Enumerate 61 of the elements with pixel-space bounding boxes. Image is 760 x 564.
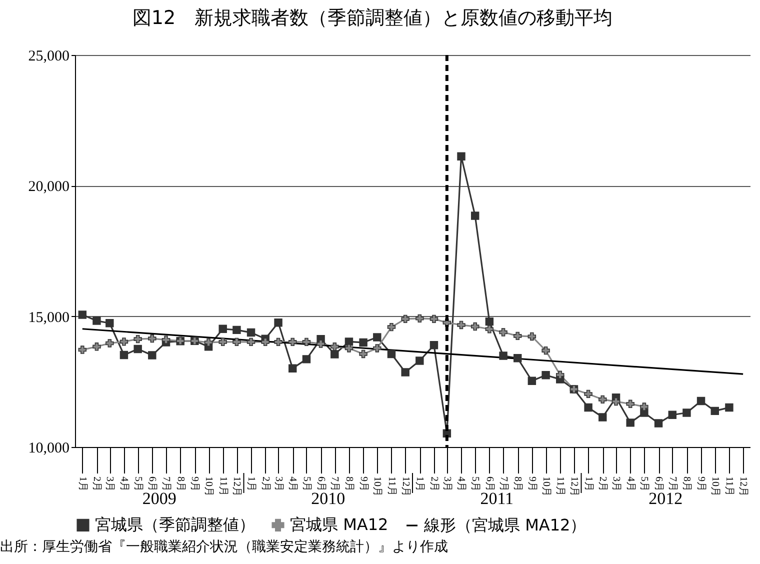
- x-tick-label: 8月: [343, 476, 354, 492]
- x-tick-label: 7月: [329, 476, 340, 492]
- text: 2009: [142, 489, 176, 508]
- x-tick-label: 9月: [358, 476, 369, 492]
- text: 2012: [648, 489, 683, 508]
- x-tick-label: 6月: [484, 476, 495, 492]
- x-tick-label: 9月: [189, 476, 200, 492]
- x-tick-label: 3月: [441, 476, 452, 492]
- x-tick-label: 2月: [91, 476, 102, 492]
- text: 出所：厚生労働省『一般職業紹介状況（職業安定業務統計）』より作成: [0, 539, 448, 555]
- x-tick-label: 1月: [76, 476, 88, 492]
- y-tick-label: 10,000: [28, 440, 70, 456]
- x-tick-label: 7月: [498, 476, 509, 492]
- legend-label: 宮城県 MA12: [290, 515, 388, 534]
- x-tick-label: 4月: [456, 476, 467, 492]
- x-tick-label: 4月: [624, 476, 636, 492]
- x-tick-label: 8月: [681, 476, 692, 492]
- x-tick-label: 11月: [217, 476, 228, 496]
- x-tick-label: 5月: [300, 476, 312, 492]
- chart-title: 図12 新規求職者数（季節調整値）と原数値の移動平均: [132, 7, 613, 29]
- x-tick-label: 6月: [315, 476, 326, 492]
- x-tick-label: 10月: [372, 476, 383, 496]
- x-tick-label: 11月: [386, 476, 397, 496]
- x-tick-label: 10月: [203, 476, 214, 496]
- x-tick-label: 5月: [638, 476, 650, 492]
- x-tick-label: 5月: [132, 476, 144, 492]
- legend-label: 線形（宮城県 MA12）: [423, 516, 586, 534]
- x-tick-label: 6月: [146, 476, 158, 492]
- x-tick-label: 7月: [666, 476, 678, 492]
- x-tick-label: 10月: [709, 476, 720, 496]
- x-tick-label: 7月: [160, 476, 172, 492]
- x-tick-label: 8月: [512, 476, 524, 492]
- x-tick-label: 1月: [246, 476, 257, 492]
- x-tick-label: 4月: [287, 476, 298, 492]
- x-tick-label: 2月: [260, 476, 271, 492]
- x-tick-label: 5月: [470, 476, 481, 492]
- x-tick-label: 9月: [526, 476, 538, 492]
- x-tick-label: 1月: [414, 476, 426, 492]
- y-tick-label: 15,000: [28, 310, 70, 326]
- x-tick-label: 10月: [540, 476, 552, 496]
- x-tick-label: 2月: [428, 476, 440, 492]
- x-tick-label: 4月: [118, 476, 130, 492]
- y-tick-label: 25,000: [28, 48, 70, 64]
- x-tick-label: 1月: [582, 476, 594, 492]
- x-tick-label: 11月: [554, 476, 566, 496]
- text: 2010: [311, 489, 346, 508]
- x-tick-label: 2月: [597, 476, 608, 492]
- x-tick-label: 8月: [174, 476, 186, 492]
- x-tick-label: 11月: [724, 476, 735, 496]
- x-tick-label: 3月: [610, 476, 622, 492]
- text: 2011: [480, 489, 514, 508]
- x-tick-label: 3月: [272, 476, 284, 492]
- x-tick-label: 9月: [696, 476, 707, 492]
- legend-label: 宮城県（季節調整値）: [95, 515, 255, 534]
- y-tick-label: 20,000: [28, 179, 70, 196]
- x-tick-label: 12月: [738, 476, 749, 496]
- x-tick-label: 12月: [400, 476, 411, 496]
- x-tick-label: 3月: [104, 476, 116, 492]
- x-tick-label: 6月: [653, 476, 664, 492]
- x-tick-label: 12月: [231, 476, 242, 496]
- x-tick-label: 12月: [568, 476, 580, 496]
